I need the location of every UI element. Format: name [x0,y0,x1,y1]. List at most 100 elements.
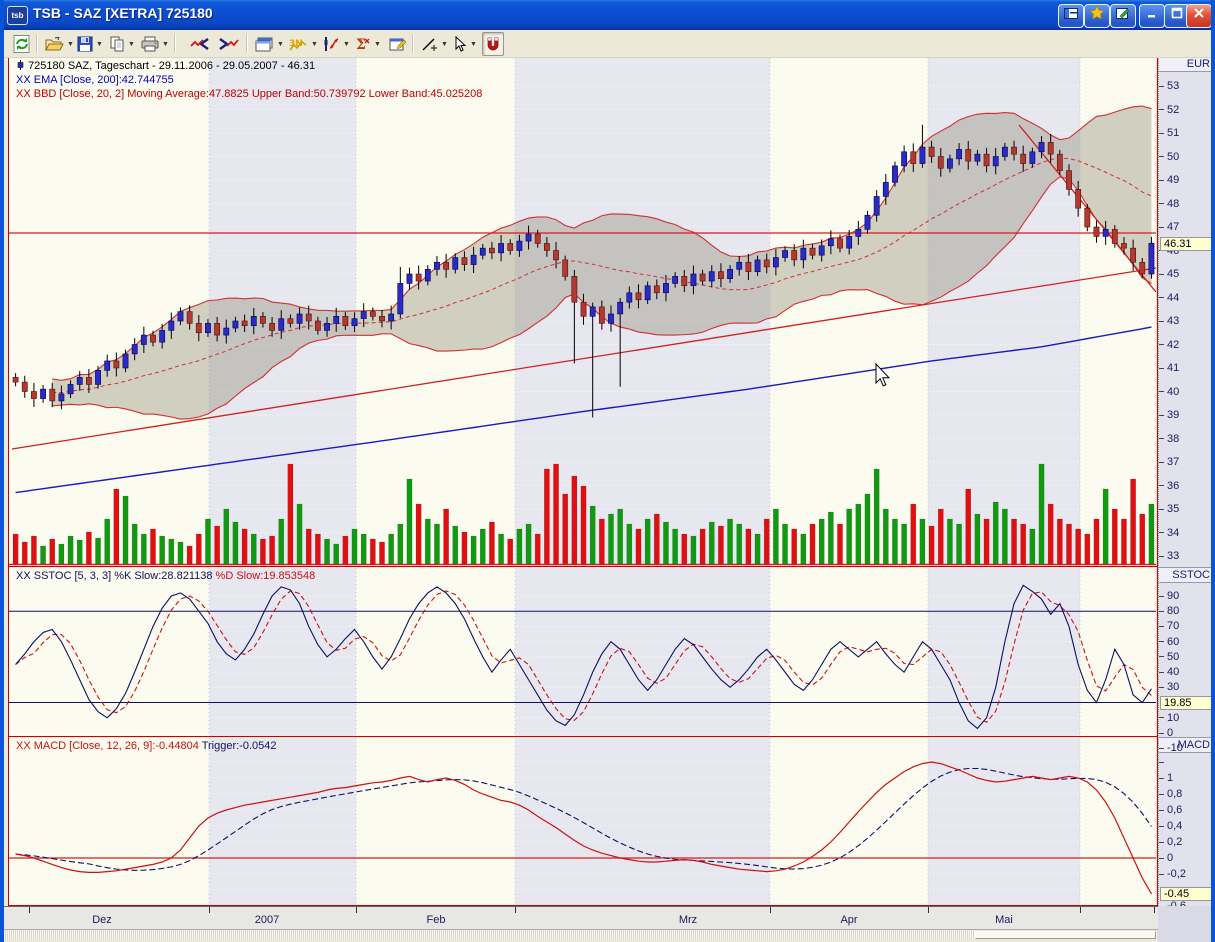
copy-button[interactable]: ▼ [106,32,138,56]
app-icon[interactable]: tsb [7,6,28,25]
time-axis-tick [29,907,30,913]
chart-type-icon: 3N [289,39,307,50]
functions-button[interactable]: Σ ▼ [352,32,384,56]
copy-icon [110,36,124,52]
macd-trigger-line [15,767,1152,871]
axis-tick-label: 90 [1159,590,1211,602]
print-dropdown[interactable]: ▼ [162,40,169,48]
functions-dropdown[interactable]: ▼ [374,40,381,48]
save-dropdown[interactable]: ▼ [96,40,103,48]
main-chart-plot[interactable] [9,105,1156,566]
background-bands [9,738,1156,905]
time-axis-tick [1154,907,1155,913]
magnet-button[interactable] [482,32,504,56]
macd-indicator-label[interactable]: XX MACD [Close, 12, 26, 9]:-0.44804 Trig… [16,740,277,752]
month-label: Dez [92,914,112,926]
svg-text:3N: 3N [289,39,303,49]
axis-tick-label: 35 [1159,503,1211,515]
chart-type-button[interactable]: 3N ▼ [286,32,321,56]
title-bar[interactable]: tsb TSB - SAZ [XETRA] 725180 [4,0,1211,30]
bottom-right-corner [1158,906,1211,942]
axis-tick-label: 60 [1159,636,1211,648]
chart-type-dropdown[interactable]: ▼ [311,40,318,48]
ema-indicator-label[interactable]: XX EMA [Close, 200]:42.744755 [16,74,174,86]
axis-tick-label: 0,6 [1159,804,1211,816]
maximize-button[interactable] [1164,4,1190,28]
h-scrollbar[interactable] [4,929,1158,940]
axis-tick-label: 0,4 [1159,820,1211,832]
print-button[interactable]: ▼ [138,32,172,56]
time-axis: Dez 2007 Feb Mrz Apr Mai [4,906,1158,930]
next-chart-icon [219,38,239,50]
current-stoch-label: 19.85 [1160,696,1211,710]
panel-layout-button[interactable] [1058,4,1084,28]
open-button[interactable]: ▼ [42,32,77,56]
save-floppy-icon [77,36,93,52]
draw-line-icon [422,38,437,51]
macd-plot[interactable] [9,761,1156,895]
draw-line-dropdown[interactable]: ▼ [441,40,448,48]
new-chart-window-button[interactable]: ▼ [252,32,287,56]
axis-tick-label: -10 [1159,742,1211,754]
favorites-button[interactable] [1084,4,1110,28]
bollinger-upper-band [52,105,1152,381]
close-button[interactable] [1186,4,1211,28]
bollinger-midline [52,157,1152,394]
axis-tick-label: 80 [1159,605,1211,617]
update-button[interactable] [10,32,34,56]
bbd-indicator-label[interactable]: XX BBD [Close, 20, 2] Moving Average:47.… [16,88,483,100]
uptrend-line[interactable] [11,267,1156,450]
axis-tick-label: 48 [1159,198,1211,210]
pointer-icon [455,36,467,52]
edit-button[interactable] [1110,4,1136,28]
axis-title-eur: EUR [1159,57,1211,72]
sstoc-indicator-label[interactable]: XX SSTOC [5, 3, 3] %K Slow:28.821138 %D … [16,570,316,582]
axis-title-sstoc: SSTOC [1159,568,1211,583]
close-icon [1194,8,1204,18]
axis-title-macd: MACD [1159,738,1211,753]
axis-tick-label: 42 [1159,339,1211,351]
chart-canvas[interactable] [4,0,1215,942]
magnet-icon [487,37,499,51]
maximize-icon [1171,7,1183,19]
axis-tick-label: 44 [1159,292,1211,304]
axis-tick-label: 36 [1159,480,1211,492]
copy-dropdown[interactable]: ▼ [128,40,135,48]
next-chart-button[interactable] [216,32,242,56]
new-chart-window-icon [255,37,273,51]
axis-tick-label: 70 [1159,620,1211,632]
axis-tick-label: 39 [1159,409,1211,421]
update-icon [13,35,30,53]
new-chart-window-dropdown[interactable]: ▼ [277,40,284,48]
time-axis-tick [209,907,210,913]
star-icon [1089,5,1105,20]
time-axis-tick [928,907,929,913]
pointer-dropdown[interactable]: ▼ [470,40,477,48]
axis-tick-label: 52 [1159,104,1211,116]
axis-tick-label: 50 [1159,651,1211,663]
h-scrollbar-thumb[interactable] [975,931,1156,939]
axis-tick-label: 51 [1159,127,1211,139]
time-axis-tick [770,907,771,913]
panel-layout-icon [1064,8,1078,19]
sstoc-plot[interactable] [9,584,1156,730]
axis-tick-label: 10 [1159,712,1211,724]
indicator-dropdown[interactable]: ▼ [343,40,350,48]
time-axis-tick [356,907,357,913]
save-button[interactable]: ▼ [74,32,106,56]
mouse-cursor [875,362,891,387]
axis-tick-label: 0,2 [1159,836,1211,848]
open-dropdown[interactable]: ▼ [67,40,74,48]
macd-line [15,761,1152,895]
axis-tick-label: 50 [1159,151,1211,163]
draw-line-button[interactable]: ▼ [418,32,451,56]
prev-chart-button[interactable] [186,32,212,56]
pointer-button[interactable]: ▼ [450,32,480,56]
indicator-button[interactable]: ▼ [320,32,353,56]
minimize-button[interactable] [1139,4,1165,28]
month-label: Apr [840,914,858,926]
axis-tick-label: 53 [1159,80,1211,92]
axis-tick-label: 49 [1159,174,1211,186]
properties-button[interactable] [386,32,410,56]
